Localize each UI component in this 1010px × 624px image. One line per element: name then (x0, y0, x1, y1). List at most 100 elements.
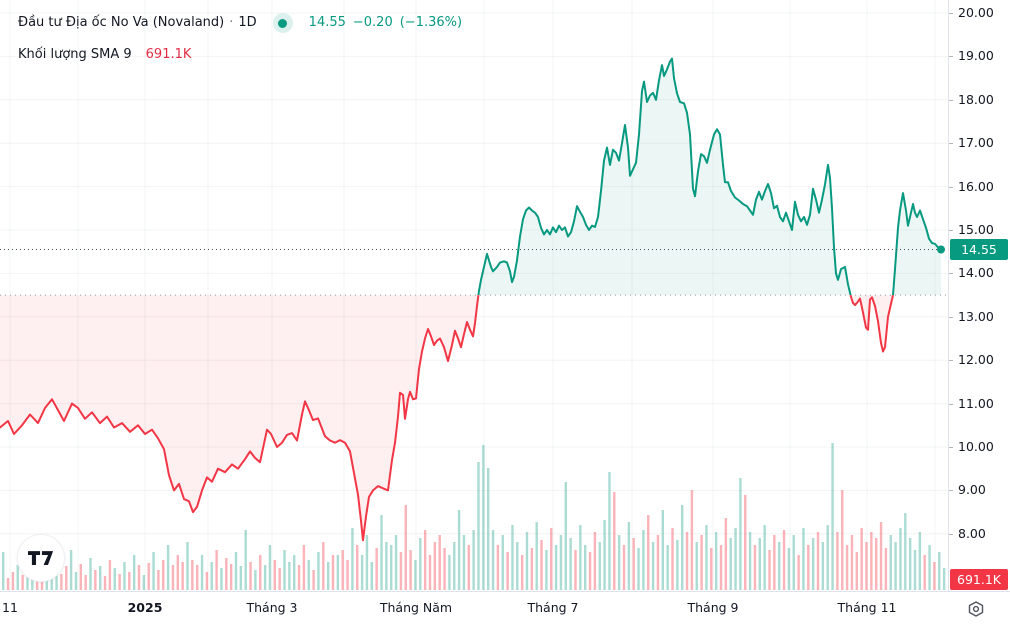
price-change-value: −0.20 (352, 15, 393, 30)
price-chart-canvas[interactable] (0, 0, 948, 591)
price-axis-tick (949, 360, 953, 361)
price-axis-label: 14.00 (958, 265, 994, 280)
price-axis-tick (949, 13, 953, 14)
volume-bar (511, 525, 514, 590)
volume-bar (685, 532, 689, 590)
volume-bar (229, 564, 233, 590)
time-axis-label: Tháng Năm (379, 600, 453, 615)
axis-settings-icon[interactable] (965, 598, 987, 620)
price-line-down (0, 295, 895, 542)
volume-bar (113, 568, 116, 590)
volume-bar (225, 558, 228, 590)
volume-bar (904, 513, 907, 590)
volume-bar (293, 555, 296, 590)
volume-bar (642, 530, 645, 590)
volume-bar (763, 525, 766, 590)
volume-bar (938, 552, 941, 590)
volume-bar (889, 535, 892, 590)
volume-bar (103, 576, 107, 590)
price-axis-tick (949, 317, 953, 318)
price-axis-tick (949, 490, 953, 491)
time-axis-label: 11 (2, 600, 18, 615)
volume-bar (700, 535, 703, 590)
price-axis-label: 19.00 (958, 48, 994, 63)
volume-bar (128, 572, 131, 590)
price-axis-tick (949, 230, 953, 231)
volume-bar (710, 548, 713, 590)
volume-bar (865, 542, 868, 590)
volume-bar (365, 535, 369, 590)
volume-bar (491, 530, 495, 590)
volume-bar (254, 570, 257, 590)
volume-bar (826, 525, 829, 590)
volume-bar (385, 542, 388, 590)
volume-bar (608, 472, 611, 590)
volume-bar (166, 545, 170, 590)
volume-bar (884, 548, 888, 590)
volume-bar (647, 515, 650, 590)
volume-bar (142, 575, 146, 590)
volume-bar (234, 552, 238, 590)
volume-bar (841, 490, 844, 590)
volume-bar (322, 542, 325, 590)
volume-bar (564, 482, 567, 590)
volume-bar (123, 562, 126, 590)
volume-bar (574, 550, 577, 590)
volume-bar (448, 555, 451, 590)
volume-bar (661, 510, 664, 590)
volume-bar (501, 535, 504, 590)
volume-bar (860, 528, 863, 590)
volume-bar (341, 550, 344, 590)
price-axis[interactable]: 14.55 691.1K 20.00 19.00 18.00 17.00 16.00 15… (948, 0, 1010, 591)
symbol-title[interactable]: Đầu tư Địa ốc No Va (Novaland) (18, 15, 225, 30)
volume-bar (84, 575, 87, 590)
chart-pane[interactable]: Đầu tư Địa ốc No Va (Novaland) · 1D 14.5… (0, 0, 948, 591)
volume-bar (506, 552, 509, 590)
price-axis-tick (949, 273, 953, 274)
time-axis-label: 2025 (127, 600, 163, 615)
volume-bar (356, 545, 359, 590)
volume-bar (535, 522, 538, 590)
volume-bar (2, 552, 5, 590)
volume-bar (6, 578, 10, 590)
price-axis-label: 9.00 (958, 482, 986, 497)
volume-bar (734, 528, 737, 590)
volume-bar (811, 538, 815, 590)
volume-bar (758, 538, 761, 590)
volume-sma-indicator-label[interactable]: Khối lượng SMA 9 (18, 47, 132, 62)
volume-bar (69, 550, 73, 590)
time-axis-label: Tháng 7 (527, 600, 579, 615)
quote-values: 14.55 −0.20 (−1.36%) (309, 14, 462, 32)
volume-bar (453, 542, 456, 590)
interval-selector[interactable]: 1D (238, 15, 257, 30)
volume-bar (79, 564, 82, 590)
volume-bar (249, 562, 252, 590)
volume-bar (520, 555, 524, 590)
volume-bar (108, 560, 112, 590)
volume-bar (26, 570, 29, 590)
volume-bar (147, 563, 150, 590)
volume-bar (705, 525, 708, 590)
market-status-icon[interactable] (272, 13, 293, 33)
volume-bar (360, 555, 364, 590)
volume-bar (942, 568, 946, 590)
volume-bar (719, 545, 723, 590)
volume-bar (375, 548, 378, 590)
volume-bar (681, 505, 684, 590)
volume-bar (94, 570, 97, 590)
price-axis-tick (949, 534, 953, 535)
volume-bar (482, 445, 485, 590)
volume-bar (312, 570, 315, 590)
tradingview-logo[interactable] (17, 534, 65, 582)
volume-bar (845, 545, 849, 590)
price-axis-label: 16.00 (958, 179, 994, 194)
volume-bar (191, 560, 194, 590)
volume-bar (666, 545, 669, 590)
volume-bar (404, 505, 407, 590)
time-axis[interactable]: 11 2025 Tháng 3 Tháng Năm Tháng 7 Tháng 9 Thán… (0, 591, 1010, 624)
volume-bar (162, 560, 165, 590)
volume-bar (200, 555, 204, 590)
volume-bar (273, 560, 276, 590)
volume-bar (787, 548, 791, 590)
volume-bar (186, 542, 189, 590)
